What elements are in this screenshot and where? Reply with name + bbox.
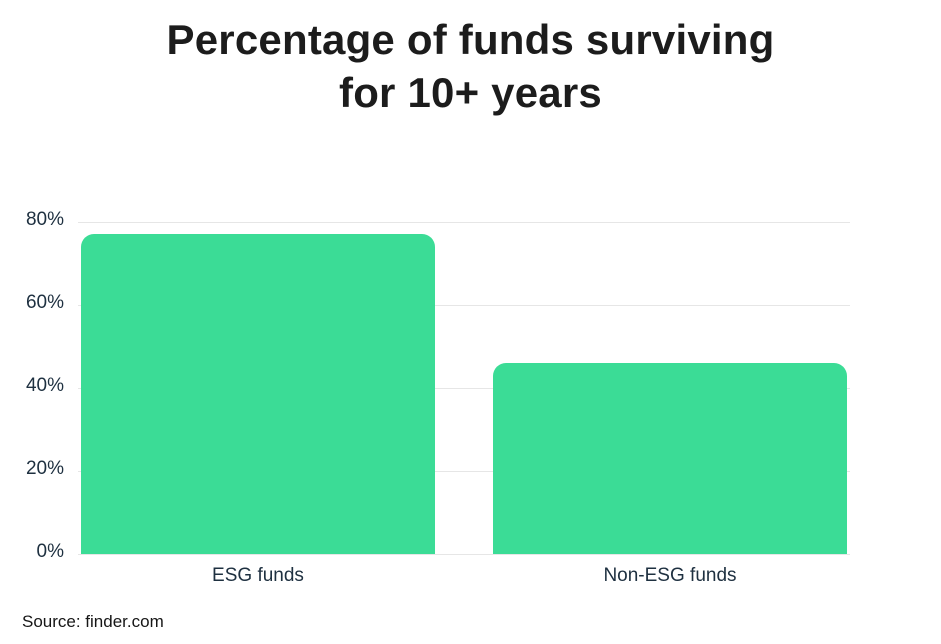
bar-esg-funds bbox=[81, 234, 435, 554]
y-tick-label: 0% bbox=[36, 541, 64, 562]
source-note: Source: finder.com bbox=[22, 612, 164, 631]
x-category-label: ESG funds bbox=[212, 565, 304, 586]
bar-non-esg-funds bbox=[493, 363, 847, 554]
y-tick-label: 20% bbox=[25, 458, 64, 479]
gridline-0 bbox=[78, 553, 850, 555]
chart-title: Percentage of funds surviving for 10+ ye… bbox=[166, 16, 775, 116]
x-category-label: Non-ESG funds bbox=[603, 565, 737, 586]
gridline-60 bbox=[78, 304, 850, 306]
plot-area bbox=[78, 221, 850, 555]
y-axis: 80% 60% 40% 20% 0% bbox=[0, 209, 64, 562]
gridline-40 bbox=[78, 387, 850, 389]
gridline-80 bbox=[78, 221, 850, 223]
gridline-20 bbox=[78, 470, 850, 472]
y-tick-label: 60% bbox=[25, 292, 64, 313]
bars-layer bbox=[78, 222, 850, 554]
x-axis: ESG funds Non-ESG funds bbox=[78, 563, 850, 589]
y-tick-label: 40% bbox=[25, 375, 64, 396]
y-tick-label: 80% bbox=[25, 209, 64, 230]
